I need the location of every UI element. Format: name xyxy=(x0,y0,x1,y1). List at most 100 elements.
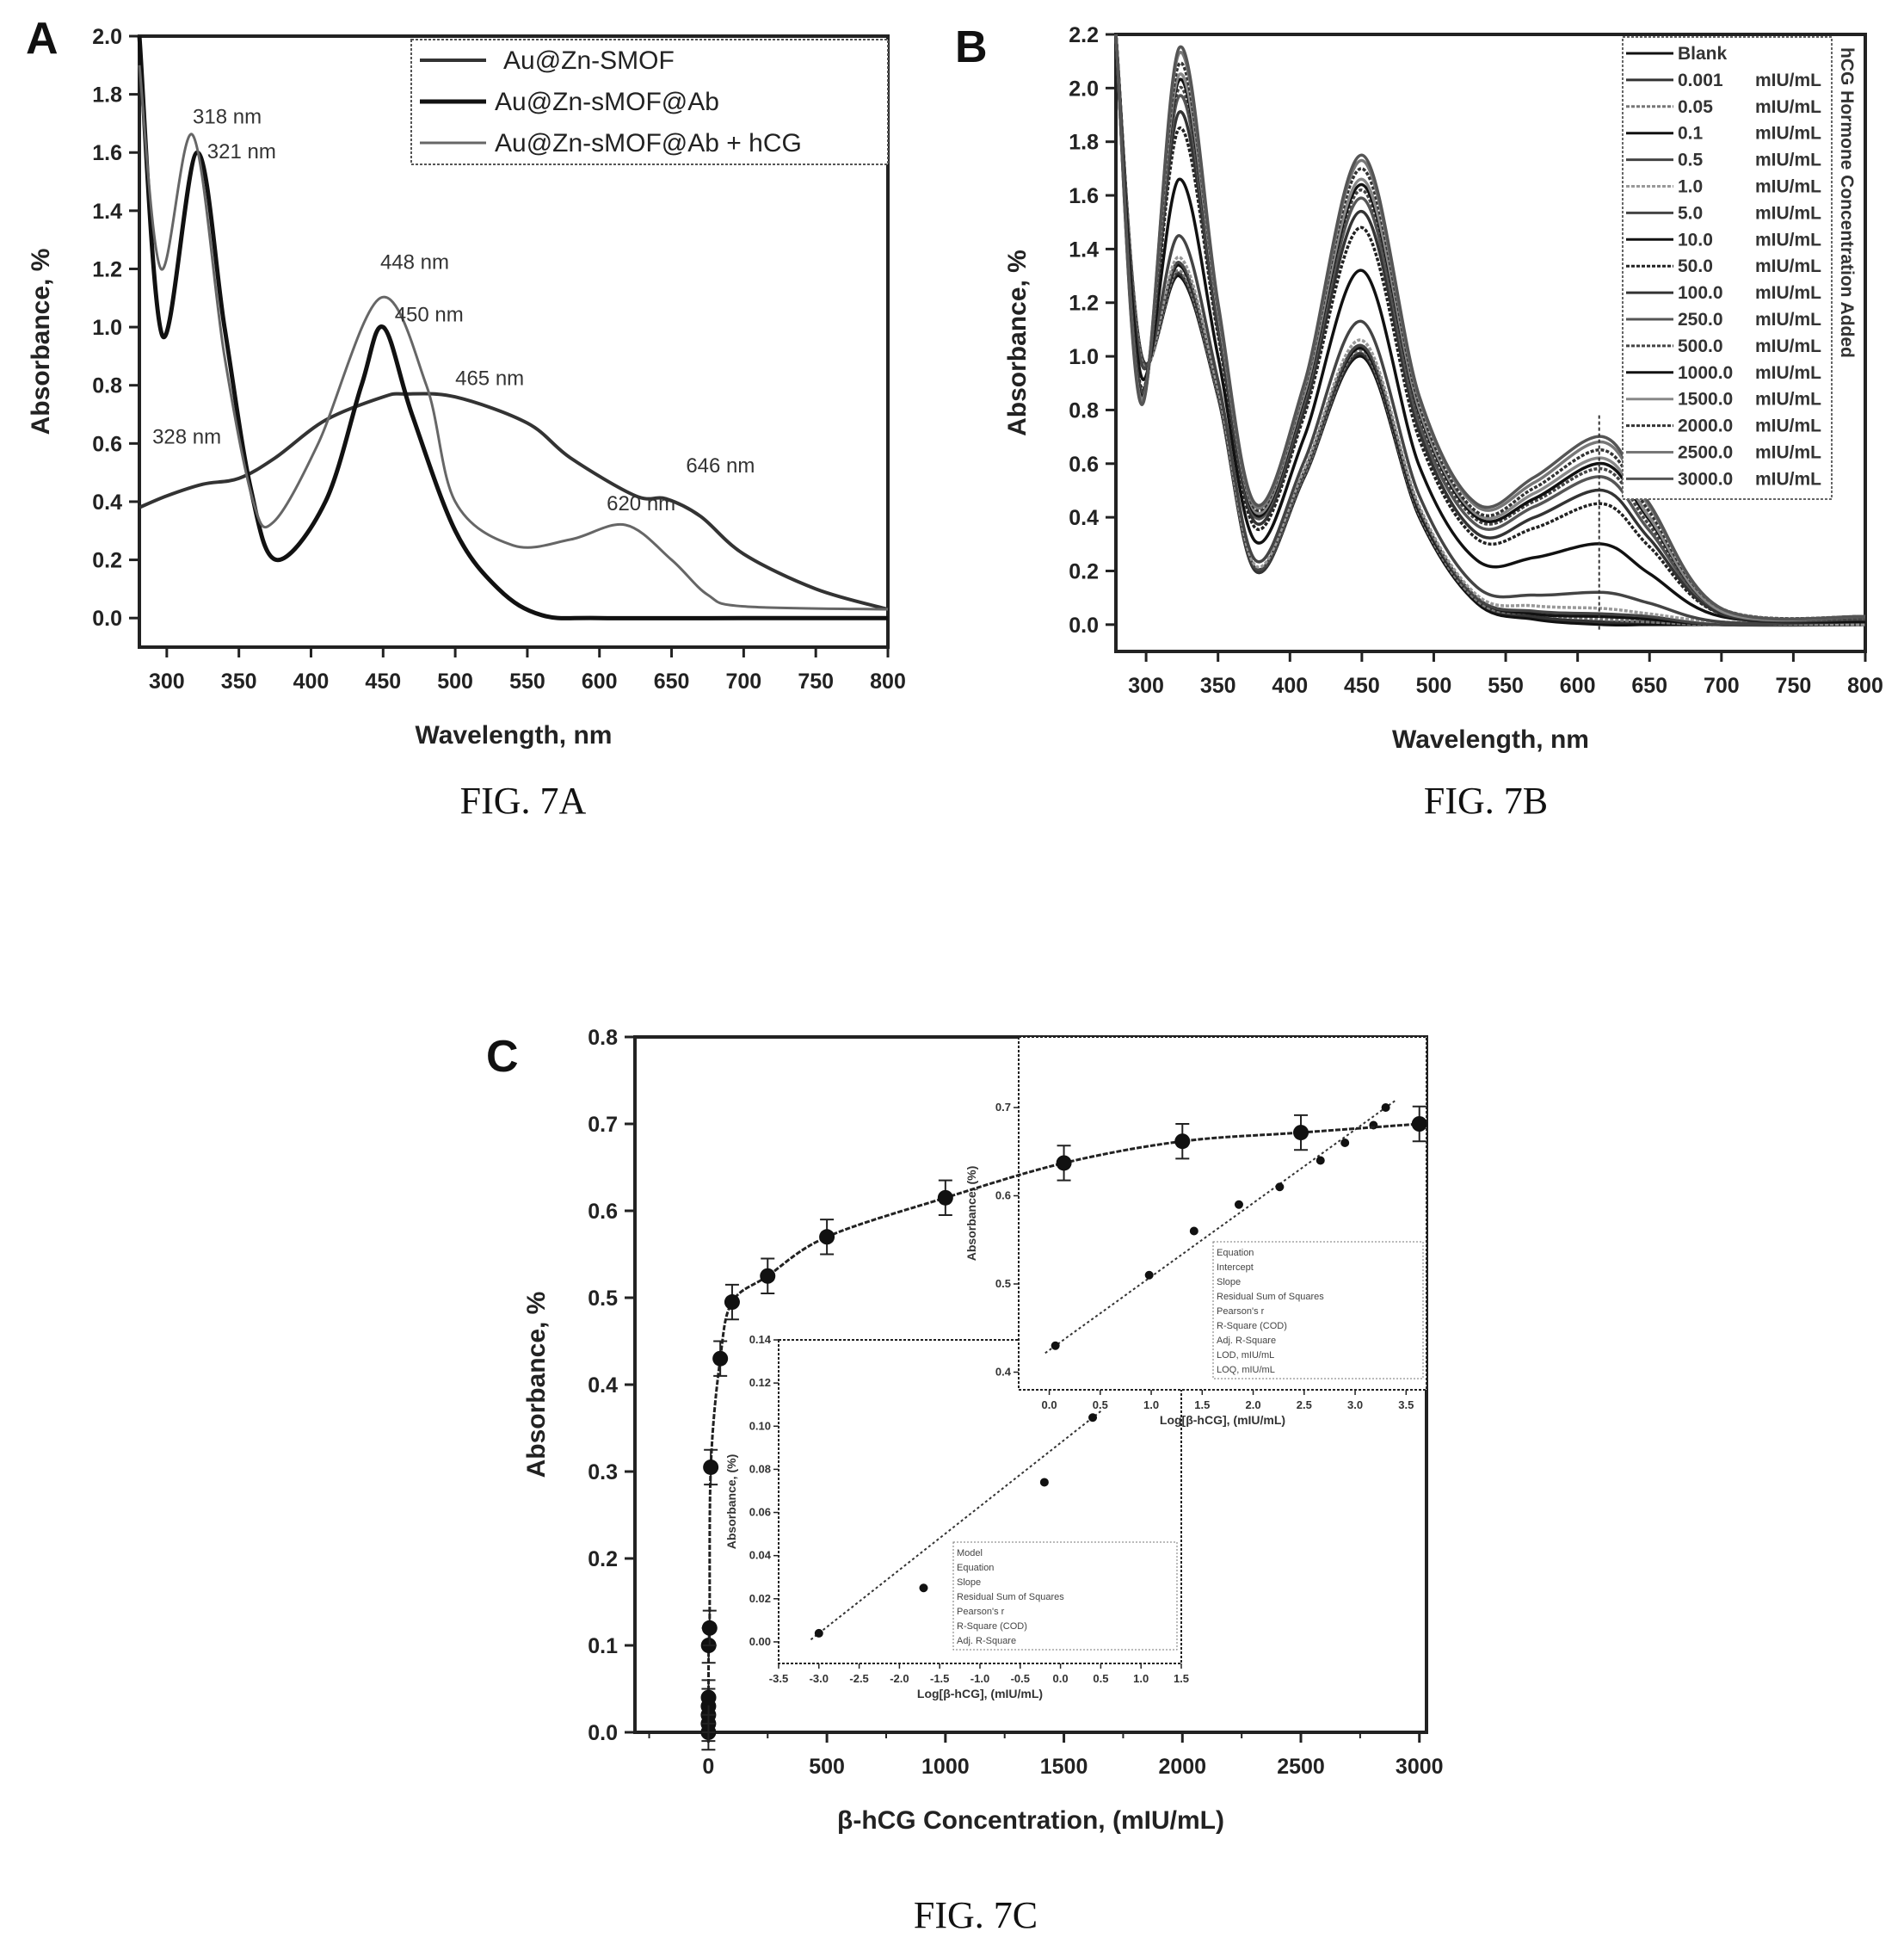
x-tick-label: 500 xyxy=(437,670,473,694)
peak-annotation: 328 nm xyxy=(152,425,221,448)
y-tick-label: 0.2 xyxy=(1069,559,1099,583)
data-point xyxy=(819,1229,835,1244)
chart-7b: 3003504004505005506006507007508000.00.20… xyxy=(1003,23,1883,754)
y-tick-label: 0.04 xyxy=(749,1549,772,1562)
x-tick-label: -0.5 xyxy=(1011,1672,1030,1685)
peak-annotation: 450 nm xyxy=(395,303,464,326)
legend-value: 250.0 xyxy=(1678,310,1723,330)
y-tick-label: 0.12 xyxy=(749,1376,771,1389)
fit-table-row-label: Slope xyxy=(1217,1277,1241,1287)
panel-letter-c: C xyxy=(486,1032,519,1082)
x-tick-label: 650 xyxy=(1631,674,1667,698)
y-tick-label: 1.2 xyxy=(1069,292,1099,316)
y-axis-title: Absorbance, (%) xyxy=(964,1166,978,1261)
fit-table-row-label: LOQ, mIU/mL xyxy=(1217,1365,1275,1375)
fit-table-row-label: Pearson's r xyxy=(957,1607,1005,1617)
x-tick-label: 1000 xyxy=(921,1755,970,1779)
x-tick-label: 1.5 xyxy=(1194,1398,1210,1411)
peak-annotation: 448 nm xyxy=(380,250,449,274)
data-point xyxy=(1057,1155,1072,1170)
legend-value: Blank xyxy=(1678,44,1728,64)
x-axis-title: Wavelength, nm xyxy=(1392,725,1589,754)
fit-table-row-label: Equation xyxy=(1217,1248,1254,1258)
data-point xyxy=(760,1268,775,1284)
x-tick-label: 2500 xyxy=(1277,1755,1325,1779)
x-tick-label: 550 xyxy=(1488,674,1524,698)
inset-data-point xyxy=(1051,1342,1060,1350)
y-tick-label: 1.8 xyxy=(92,83,122,108)
inset-data-point xyxy=(1340,1139,1349,1147)
legend-unit: mIU/mL xyxy=(1755,151,1821,170)
legend-label: Au@Zn-SMOF xyxy=(503,46,675,75)
fit-table-row-label: Adj. R-Square xyxy=(1217,1336,1276,1346)
x-axis-title: Log[β-hCG], (mIU/mL) xyxy=(1160,1413,1285,1427)
fit-table-row-label: R-Square (COD) xyxy=(1217,1321,1287,1331)
y-tick-label: 0.8 xyxy=(92,374,122,398)
y-tick-label: 0.6 xyxy=(1069,453,1099,477)
x-tick-label: 300 xyxy=(149,670,185,694)
peak-annotation: 318 nm xyxy=(193,105,262,128)
x-tick-label: 1.0 xyxy=(1133,1672,1149,1685)
x-tick-label: 700 xyxy=(1704,674,1740,698)
y-tick-label: 0.00 xyxy=(749,1635,771,1648)
x-tick-label: 300 xyxy=(1128,674,1164,698)
data-point xyxy=(1293,1125,1309,1140)
fit-table-row-label: R-Square (COD) xyxy=(957,1621,1027,1632)
legend-value: 0.1 xyxy=(1678,124,1704,144)
y-tick-label: 0.3 xyxy=(588,1460,618,1484)
x-tick-label: 0.0 xyxy=(1053,1672,1069,1685)
x-tick-label: 350 xyxy=(221,670,257,694)
inset-data-point xyxy=(1145,1271,1154,1280)
y-tick-label: 1.0 xyxy=(92,316,122,340)
y-tick-label: 0.14 xyxy=(749,1333,772,1346)
data-point xyxy=(701,1690,717,1706)
y-tick-label: 2.2 xyxy=(1069,23,1099,47)
x-tick-label: 2.5 xyxy=(1297,1398,1312,1411)
panel-letter-a: A xyxy=(26,14,59,64)
data-point xyxy=(703,1460,718,1475)
legend-value: 0.001 xyxy=(1678,71,1723,90)
y-tick-label: 0.7 xyxy=(588,1113,618,1137)
fit-table-row-label: Adj. R-Square xyxy=(957,1636,1016,1646)
x-axis-title: Wavelength, nm xyxy=(416,721,613,750)
legend-value: 2500.0 xyxy=(1678,443,1733,463)
x-tick-label: -3.5 xyxy=(769,1672,788,1685)
legend-unit: mIU/mL xyxy=(1755,256,1821,276)
inset-data-point xyxy=(1316,1157,1325,1165)
legend-value: 1.0 xyxy=(1678,177,1703,197)
legend-value: 100.0 xyxy=(1678,283,1723,303)
x-tick-label: 450 xyxy=(365,670,401,694)
legend-unit: mIU/mL xyxy=(1755,177,1821,197)
y-tick-label: 0.4 xyxy=(1069,506,1099,530)
inset-data-point xyxy=(1275,1182,1284,1191)
x-tick-label: 350 xyxy=(1200,674,1236,698)
data-point xyxy=(938,1190,953,1206)
x-tick-label: 0.5 xyxy=(1093,1672,1108,1685)
data-point xyxy=(1412,1116,1427,1132)
y-tick-label: 0.6 xyxy=(92,432,122,456)
y-tick-label: 0.1 xyxy=(588,1634,618,1658)
peak-annotation: 620 nm xyxy=(607,492,675,515)
x-tick-label: 0.0 xyxy=(1042,1398,1057,1411)
y-tick-label: 0.10 xyxy=(749,1419,771,1432)
x-tick-label: -2.0 xyxy=(890,1672,909,1685)
y-tick-label: 0.2 xyxy=(588,1547,618,1571)
y-tick-label: 1.6 xyxy=(92,141,122,165)
y-tick-label: 0.4 xyxy=(995,1366,1012,1379)
x-tick-label: 450 xyxy=(1344,674,1380,698)
inset-data-point xyxy=(1190,1227,1198,1236)
chart-7c: 0500100015002000250030000.00.10.20.30.40… xyxy=(522,1026,1444,1835)
y-tick-label: 0.08 xyxy=(749,1462,771,1475)
y-tick-label: 2.0 xyxy=(92,25,122,49)
x-tick-label: 400 xyxy=(1272,674,1308,698)
x-tick-label: 1.5 xyxy=(1174,1672,1189,1685)
y-axis-title: Absorbance, % xyxy=(1003,250,1032,436)
legend-unit: mIU/mL xyxy=(1755,97,1821,117)
x-tick-label: -1.0 xyxy=(970,1672,989,1685)
legend-value: 2000.0 xyxy=(1678,417,1733,436)
legend-value: 0.05 xyxy=(1678,97,1713,117)
fit-table-row-label: Equation xyxy=(957,1563,994,1573)
data-point xyxy=(1174,1133,1190,1149)
x-tick-label: 3000 xyxy=(1396,1755,1444,1779)
